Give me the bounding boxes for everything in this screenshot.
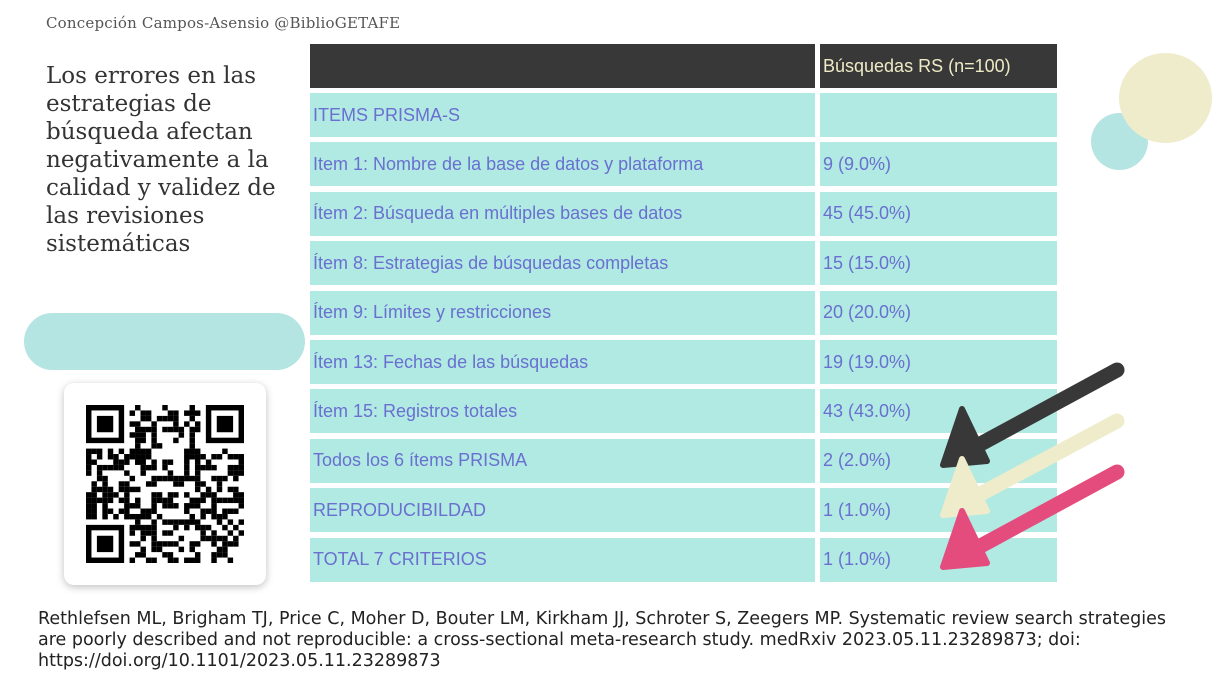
table-row-label: REPRODUCIBILDAD <box>310 488 815 533</box>
qr-code-card <box>64 383 266 585</box>
table-row-label: Item 1: Nombre de la base de datos y pla… <box>310 142 815 187</box>
author-credit: Concepción Campos-Asensio @BiblioGETAFE <box>46 14 401 32</box>
table-row-value: 45 (45.0%) <box>820 191 1057 236</box>
table-row-value: 9 (9.0%) <box>820 142 1057 187</box>
table-row-label: Ítem 9: Límites y restricciones <box>310 290 815 335</box>
table-row-label: TOTAL 7 CRITERIOS <box>310 537 815 582</box>
citation: Rethlefsen ML, Brigham TJ, Price C, Mohe… <box>38 609 1166 671</box>
table-row-label: Todos los 6 ítems PRISMA <box>310 438 815 483</box>
decorative-pill <box>24 313 305 370</box>
table-header-label <box>310 44 815 88</box>
table-row-value: 1 (1.0%) <box>820 537 1057 582</box>
table-row-label: Ítem 13: Fechas de las búsquedas <box>310 340 815 384</box>
table-row-value: 20 (20.0%) <box>820 290 1057 335</box>
arrow-pink-icon <box>940 464 1125 570</box>
table-row-label: Ítem 2: Búsqueda en múltiples bases de d… <box>310 191 815 236</box>
table-row-value <box>820 93 1057 137</box>
table-row-value: 15 (15.0%) <box>820 241 1057 286</box>
table-row-label: Ítem 8: Estrategias de búsquedas complet… <box>310 241 815 286</box>
slide-headline: Los errores en las estrategias de búsque… <box>46 63 276 257</box>
table-header-value: Búsquedas RS (n=100) <box>820 44 1057 88</box>
arrow-black-icon <box>940 362 1125 468</box>
decorative-circle-cream <box>1119 53 1212 143</box>
table-row-label: ITEMS PRISMA-S <box>310 93 815 137</box>
table-row-label: Ítem 15: Registros totales <box>310 389 815 434</box>
qr-code-image <box>86 405 244 563</box>
table-row-value: 19 (19.0%) <box>820 340 1057 384</box>
